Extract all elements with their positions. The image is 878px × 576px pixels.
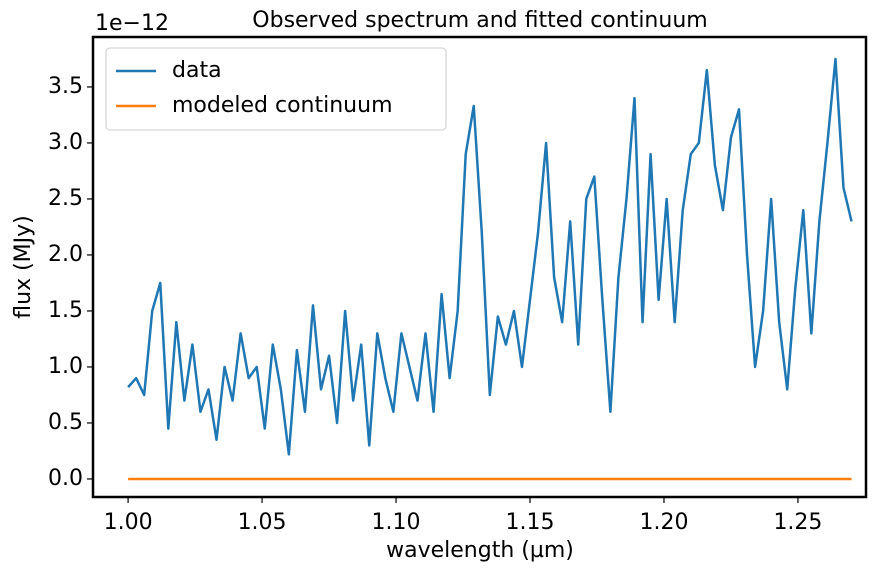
chart-title: Observed spectrum and fitted continuum [252, 8, 707, 33]
x-tick-label: 1.05 [238, 510, 287, 535]
y-tick-label: 0.0 [48, 466, 83, 491]
legend-label: data [172, 58, 222, 83]
data-line [127, 57, 853, 456]
x-tick-label: 1.20 [639, 510, 688, 535]
x-tick-label: 1.10 [372, 510, 421, 535]
y-axis-label: flux (MJy) [11, 215, 36, 318]
y-tick-label: 3.5 [48, 74, 83, 99]
x-tick-label: 1.25 [773, 510, 822, 535]
y-tick-label: 3.0 [48, 130, 83, 155]
x-tick-label: 1.15 [506, 510, 555, 535]
y-tick-label: 0.5 [48, 410, 83, 435]
x-axis-label: wavelength (µm) [386, 538, 574, 563]
legend-label: modeled continuum [172, 93, 393, 118]
y-tick-label: 1.0 [48, 354, 83, 379]
x-tick-label: 1.00 [104, 510, 153, 535]
legend-box [105, 47, 447, 131]
y-tick-label: 2.5 [48, 186, 83, 211]
y-tick-label: 1.5 [48, 298, 83, 323]
y-tick-label: 2.0 [48, 242, 83, 267]
y-offset-text: 1e−12 [95, 11, 169, 36]
plot-frame [91, 35, 868, 499]
